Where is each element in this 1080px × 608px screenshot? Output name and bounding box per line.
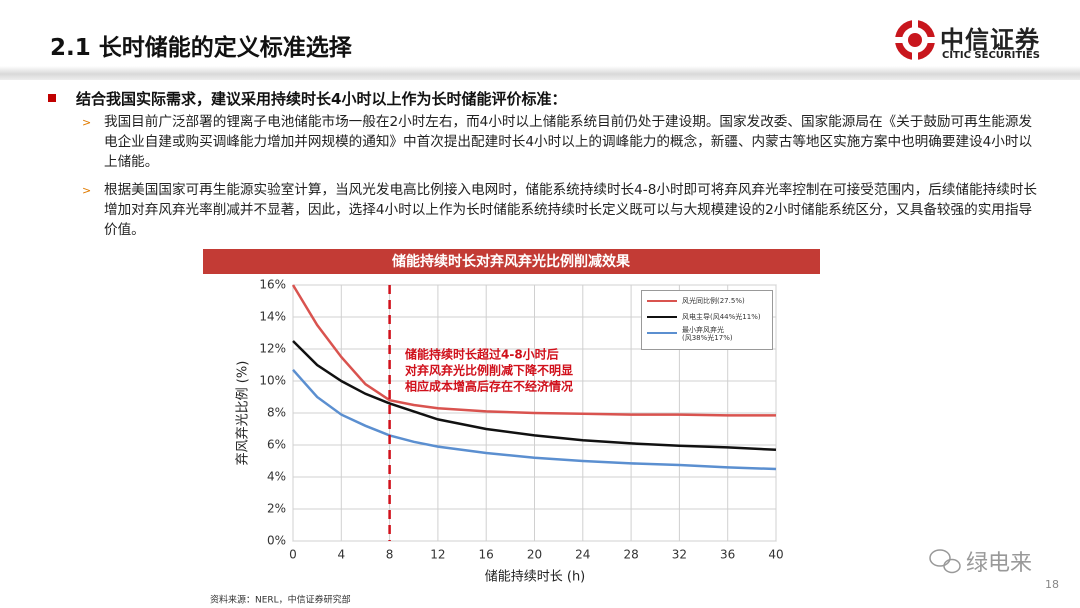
x-tick-label: 32 — [672, 548, 687, 562]
series-line — [291, 284, 776, 417]
chart-title: 储能持续时长对弃风弃光比例削减效果 — [391, 253, 631, 270]
x-tick-label: 4 — [337, 548, 345, 562]
watermark-icon — [929, 549, 961, 574]
y-tick-label: 0% — [267, 534, 286, 548]
source-note: 资料来源：NERL，中信证券研究部 — [210, 594, 351, 606]
legend: 风光同比例(27.5%) 风电主导(风44%光11%) 最小弃风弃光 (风38%光1… — [641, 290, 773, 350]
x-tick-label: 36 — [720, 548, 735, 562]
annotation: 储能持续时长超过4-8小时后 — [405, 347, 559, 362]
x-tick-label: 28 — [623, 548, 638, 562]
y-tick-label: 14% — [259, 310, 286, 324]
x-tick-label: 24 — [575, 548, 590, 562]
sub-bullet: 我国目前广泛部署的锂离子电池储能市场一般在2小时左右，而4小时以上储能系统目前仍… — [104, 114, 1033, 170]
annotation: 相应成本增高后存在不经济情况 — [405, 379, 573, 394]
legend-label: 最小弃风弃光 (风38%光17%) — [682, 326, 733, 342]
x-tick-label: 0 — [289, 548, 297, 562]
bullet-square — [48, 94, 56, 102]
logo-text: 中信证券 — [940, 26, 1040, 54]
x-tick-label: 12 — [430, 548, 445, 562]
page-number: 18 — [1045, 578, 1059, 591]
series-line — [292, 340, 777, 452]
x-tick-label: 8 — [386, 548, 394, 562]
y-tick-label: 16% — [259, 278, 286, 292]
legend-swatch — [647, 332, 677, 334]
legend-label: 风光同比例(27.5%) — [682, 297, 745, 305]
logo-subtext: CITIC SECURITIES — [942, 50, 1040, 61]
y-tick-label: 10% — [259, 374, 286, 388]
annotation: 对弃风弃光比例削减下降不明显 — [405, 363, 573, 378]
y-tick-label: 6% — [267, 438, 286, 452]
y-axis-label: 弃风弃光比例 (%) — [236, 361, 251, 466]
y-tick-label: 2% — [267, 502, 286, 516]
series-line — [292, 368, 777, 471]
sub-bullet: 根据美国国家可再生能源实验室计算，当风光发电高比例接入电网时，储能系统持续时长4… — [104, 182, 1037, 238]
sub-bullet-marker: > — [82, 184, 92, 197]
legend-label: 风电主导(风44%光11%) — [682, 313, 761, 321]
y-tick-label: 4% — [267, 470, 286, 484]
x-axis-label: 储能持续时长 (h) — [485, 570, 586, 585]
legend-swatch — [647, 316, 677, 318]
watermark: 绿电来 — [966, 551, 1032, 576]
x-tick-label: 20 — [527, 548, 542, 562]
main-bullet: 结合我国实际需求，建议采用持续时长4小时以上作为长时储能评价标准： — [76, 90, 567, 108]
chart-title-band — [203, 249, 820, 274]
slide-title: 2.1 长时储能的定义标准选择 — [50, 35, 352, 61]
x-tick-label: 16 — [479, 548, 494, 562]
logo-emblem — [895, 20, 935, 60]
x-tick-label: 40 — [768, 548, 783, 562]
y-tick-label: 12% — [259, 342, 286, 356]
y-tick-label: 8% — [267, 406, 286, 420]
sub-bullet-marker: > — [82, 116, 92, 129]
legend-swatch — [647, 300, 677, 302]
